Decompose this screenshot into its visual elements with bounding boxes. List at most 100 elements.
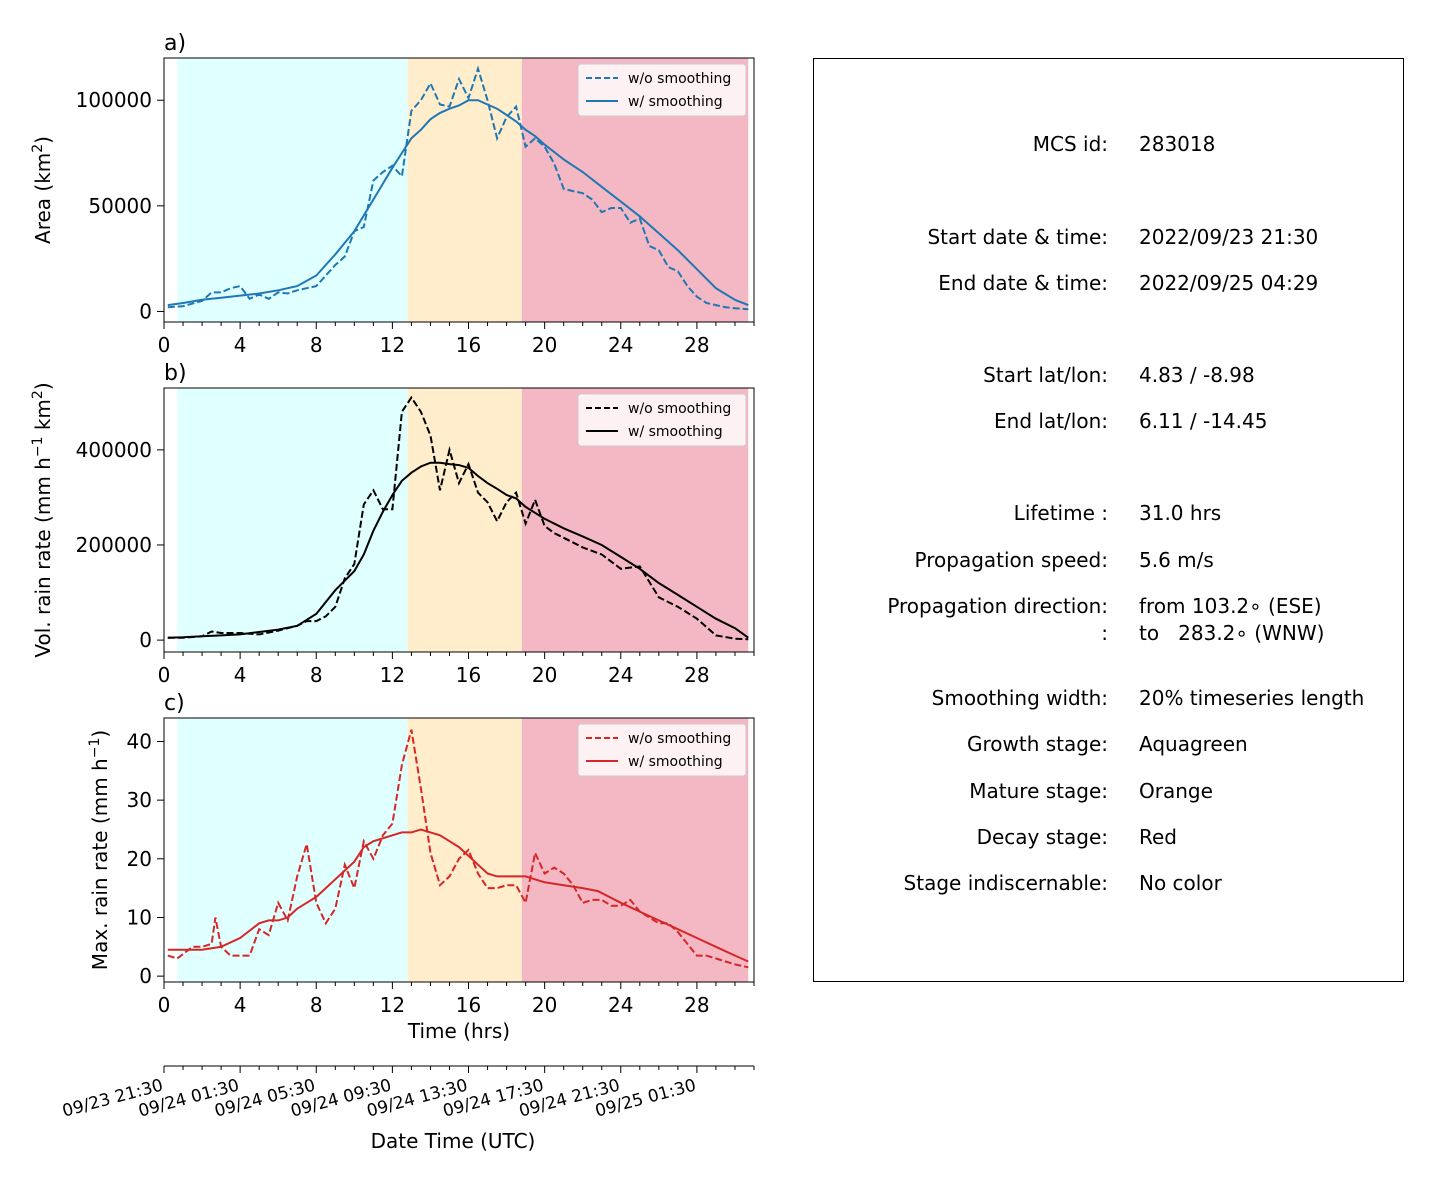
x-tick-label: 0 (158, 333, 171, 357)
panel-1: 0 4 8 12 16 20 24 28 0 200000 400000 b) Vol. rain ra… (30, 361, 755, 687)
y-axis-label-part: ) (88, 730, 112, 738)
x-tick-label: 0 (158, 993, 171, 1017)
series-line-with-smoothing (167, 828, 749, 963)
info-row-stage-indiscernable: Stage indiscernable: No color (814, 871, 1405, 895)
info-value: 2022/09/25 04:29 (1139, 271, 1319, 295)
x-tick-label: 12 (380, 993, 405, 1017)
y-tick-label: 20 (127, 847, 152, 871)
series-line-without-smoothing (167, 65, 749, 311)
info-key: Mature stage: (969, 779, 1108, 803)
panel-2: 0 4 8 12 16 20 24 28 0 10 20 30 40 c) Max. rain rate (… (87, 691, 755, 1017)
info-key: MCS id: (1032, 132, 1108, 156)
info-value: 2022/09/23 21:30 (1139, 225, 1319, 249)
legend-label-with-smoothing: w/ smoothing (628, 754, 723, 770)
axes-frame (163, 717, 755, 983)
info-row-decay-stage: Decay stage: Red (814, 825, 1405, 849)
info-row-propagation-direction-to: : to 283.2∘ (WNW) (814, 621, 1405, 645)
legend-label-without-smoothing: w/o smoothing (628, 731, 731, 747)
y-axis-label: Max. rain rate (mm h−1) (87, 730, 112, 970)
y-axis-label-part: ) (31, 382, 55, 390)
y-axis-label-part: ) (31, 136, 55, 144)
y-axis-label: Area (km2) (30, 136, 55, 244)
y-axis-label-part: km (31, 399, 55, 436)
info-value: Aquagreen (1139, 732, 1248, 756)
x-tick-label: 4 (234, 333, 247, 357)
y-axis-label-superscript: −1 (30, 437, 46, 458)
info-key: Stage indiscernable: (903, 871, 1108, 895)
x-tick-label: 20 (532, 333, 557, 357)
x-tick-label: 8 (310, 993, 323, 1017)
panel-tag: b) (164, 361, 187, 386)
y-tick-label: 30 (127, 788, 152, 812)
info-key: Propagation direction: (887, 594, 1108, 618)
y-axis-label-superscript: −1 (87, 738, 103, 759)
stage-mature-band (407, 58, 522, 322)
info-row-end-latlon: End lat/lon: 6.11 / -14.45 (814, 409, 1405, 433)
info-value: 31.0 hrs (1139, 501, 1222, 525)
info-row-lifetime: Lifetime : 31.0 hrs (814, 501, 1405, 525)
info-value: Orange (1139, 779, 1213, 803)
x-tick-label: 20 (532, 993, 557, 1017)
legend-label-without-smoothing: w/o smoothing (628, 71, 731, 87)
x-tick-label: 4 (234, 993, 247, 1017)
x-tick-label: 12 (380, 663, 405, 687)
x-tick-label: 28 (684, 663, 709, 687)
legend-box (577, 63, 747, 117)
x-tick-label: 0 (158, 663, 171, 687)
axes-frame (163, 57, 755, 323)
info-key: Decay stage: (976, 825, 1108, 849)
y-tick-label: 0 (139, 628, 152, 652)
info-key: Lifetime : (1013, 501, 1108, 525)
panel-0: 0 4 8 12 16 20 24 28 0 50000 100000 a) Area (km2) w/o… (30, 31, 755, 357)
x-tick-label: 24 (608, 663, 633, 687)
x-tick-label: 20 (532, 663, 557, 687)
x-tick-label: 16 (456, 333, 481, 357)
info-key: Smoothing width: (931, 686, 1108, 710)
x-tick-label: 8 (310, 333, 323, 357)
info-panel: MCS id: 283018 Start date & time: 2022/09/… (813, 58, 1404, 982)
info-row-growth-stage: Growth stage: Aquagreen (814, 732, 1405, 756)
info-key: End lat/lon: (994, 409, 1108, 433)
y-axis-label-superscript: 2 (30, 390, 46, 399)
legend-box (577, 393, 747, 447)
x-tick-label: 24 (608, 333, 633, 357)
legend-label-with-smoothing: w/ smoothing (628, 94, 723, 110)
info-value: 5.6 m/s (1139, 548, 1214, 572)
y-tick-label: 0 (139, 299, 152, 323)
info-row-smoothing-width: Smoothing width: 20% timeseries length (814, 686, 1405, 710)
info-key: Propagation speed: (914, 548, 1108, 572)
info-value: No color (1139, 871, 1222, 895)
x-tick-label: 16 (456, 993, 481, 1017)
info-key: : (1101, 621, 1108, 645)
info-key: Start lat/lon: (983, 363, 1108, 387)
legend-label-without-smoothing: w/o smoothing (628, 401, 731, 417)
stage-mature-band (407, 388, 522, 652)
y-axis-label-part: Vol. rain rate (mm h (31, 457, 55, 658)
y-tick-label: 40 (127, 729, 152, 753)
y-tick-label: 400000 (76, 438, 152, 462)
legend-box (577, 723, 747, 777)
x-tick-label: 16 (456, 663, 481, 687)
stage-mature-band (407, 718, 522, 982)
info-row-start-date: Start date & time: 2022/09/23 21:30 (814, 225, 1405, 249)
info-row-mcs-id: MCS id: 283018 (814, 132, 1405, 156)
info-key: End date & time: (938, 271, 1108, 295)
y-axis-label-superscript: 2 (30, 144, 46, 153)
y-axis-label-part: Area (km (31, 153, 55, 244)
stage-growth-band (177, 58, 408, 322)
y-tick-label: 50000 (88, 194, 152, 218)
y-tick-label: 200000 (76, 533, 152, 557)
date-axis-label: Date Time (UTC) (371, 1129, 536, 1153)
y-axis-label: Vol. rain rate (mm h−1 km2) (30, 382, 55, 657)
panel-tag: c) (164, 691, 185, 716)
x-tick-label: 28 (684, 993, 709, 1017)
info-value: from 103.2∘ (ESE) (1139, 594, 1322, 618)
info-value: 6.11 / -14.45 (1139, 409, 1268, 433)
info-row-start-latlon: Start lat/lon: 4.83 / -8.98 (814, 363, 1405, 387)
info-row-propagation-speed: Propagation speed: 5.6 m/s (814, 548, 1405, 572)
y-tick-label: 10 (127, 905, 152, 929)
x-tick-label: 24 (608, 993, 633, 1017)
stage-growth-band (177, 388, 408, 652)
x-tick-label: 4 (234, 663, 247, 687)
